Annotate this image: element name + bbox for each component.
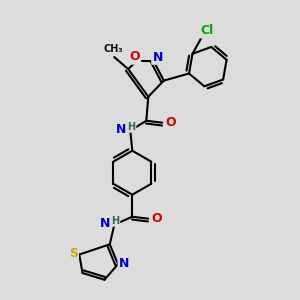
Text: O: O [165, 116, 175, 129]
Text: O: O [129, 50, 140, 63]
Text: N: N [100, 217, 110, 230]
Text: H: H [127, 122, 135, 132]
Text: CH₃: CH₃ [103, 44, 123, 54]
Text: H: H [111, 216, 119, 226]
Text: S: S [69, 247, 78, 260]
Text: Cl: Cl [201, 24, 214, 37]
Text: O: O [151, 212, 162, 225]
Text: N: N [119, 257, 129, 270]
Text: N: N [152, 51, 163, 64]
Text: N: N [116, 123, 127, 136]
